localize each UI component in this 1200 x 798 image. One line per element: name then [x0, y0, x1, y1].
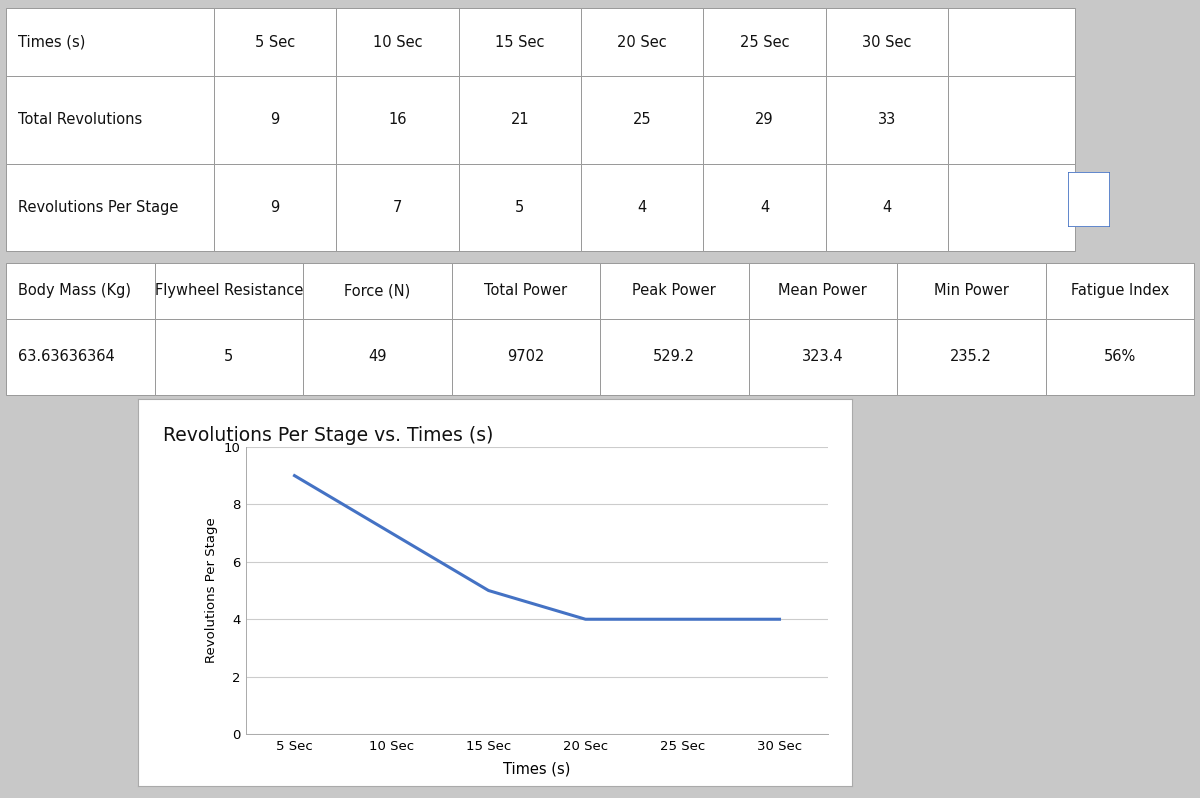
- Bar: [749, 318, 898, 395]
- Text: 16: 16: [388, 113, 407, 128]
- Bar: [214, 164, 336, 251]
- Text: 29: 29: [755, 113, 774, 128]
- Text: Total Power: Total Power: [484, 283, 568, 298]
- Text: 529.2: 529.2: [653, 350, 695, 365]
- Bar: [581, 8, 703, 76]
- Bar: [898, 318, 1045, 395]
- Text: 4: 4: [760, 200, 769, 215]
- Bar: [948, 8, 1075, 76]
- Text: Flywheel Resistance: Flywheel Resistance: [155, 283, 302, 298]
- Bar: [948, 164, 1075, 251]
- Bar: [336, 164, 458, 251]
- Text: 56%: 56%: [1104, 350, 1136, 365]
- Bar: [214, 8, 336, 76]
- Bar: [600, 263, 749, 318]
- Bar: [302, 263, 451, 318]
- Text: Body Mass (Kg): Body Mass (Kg): [18, 283, 131, 298]
- Text: 4: 4: [637, 200, 647, 215]
- Text: Force (N): Force (N): [344, 283, 410, 298]
- Bar: [898, 263, 1045, 318]
- Bar: [451, 318, 600, 395]
- Bar: [155, 318, 302, 395]
- Text: Total Revolutions: Total Revolutions: [18, 113, 142, 128]
- Bar: [336, 76, 458, 164]
- Bar: [1045, 318, 1194, 395]
- Bar: [581, 76, 703, 164]
- Text: 25 Sec: 25 Sec: [739, 34, 790, 49]
- Text: 20 Sec: 20 Sec: [617, 34, 667, 49]
- Text: Revolutions Per Stage: Revolutions Per Stage: [18, 200, 179, 215]
- Bar: [458, 164, 581, 251]
- Text: 21: 21: [510, 113, 529, 128]
- Bar: [6, 8, 214, 76]
- Text: 10 Sec: 10 Sec: [373, 34, 422, 49]
- Text: 15 Sec: 15 Sec: [496, 34, 545, 49]
- Bar: [458, 76, 581, 164]
- Bar: [6, 318, 155, 395]
- Bar: [6, 263, 155, 318]
- Text: 4: 4: [882, 200, 892, 215]
- Bar: [302, 318, 451, 395]
- Bar: [826, 76, 948, 164]
- Text: 9: 9: [270, 200, 280, 215]
- Text: Fatigue Index: Fatigue Index: [1070, 283, 1169, 298]
- Bar: [155, 263, 302, 318]
- Text: 9702: 9702: [508, 350, 545, 365]
- Bar: [6, 164, 214, 251]
- Text: Min Power: Min Power: [934, 283, 1009, 298]
- Bar: [703, 8, 826, 76]
- Text: 235.2: 235.2: [950, 350, 992, 365]
- Text: Peak Power: Peak Power: [632, 283, 716, 298]
- Text: 25: 25: [632, 113, 652, 128]
- Bar: [6, 76, 214, 164]
- Bar: [600, 318, 749, 395]
- Bar: [703, 76, 826, 164]
- Text: 7: 7: [392, 200, 402, 215]
- Text: 5: 5: [515, 200, 524, 215]
- Bar: [948, 76, 1075, 164]
- Bar: [458, 8, 581, 76]
- Bar: [336, 8, 458, 76]
- Text: 9: 9: [270, 113, 280, 128]
- Text: Times (s): Times (s): [18, 34, 85, 49]
- Bar: [1045, 263, 1194, 318]
- Bar: [749, 263, 898, 318]
- Text: Revolutions Per Stage vs. Times (s): Revolutions Per Stage vs. Times (s): [163, 426, 493, 445]
- Bar: [703, 164, 826, 251]
- Text: 33: 33: [877, 113, 896, 128]
- Bar: [451, 263, 600, 318]
- Text: 323.4: 323.4: [802, 350, 844, 365]
- Text: 5: 5: [224, 350, 233, 365]
- Y-axis label: Revolutions Per Stage: Revolutions Per Stage: [205, 518, 218, 663]
- Bar: [826, 164, 948, 251]
- Text: 63.63636364: 63.63636364: [18, 350, 115, 365]
- Text: 49: 49: [368, 350, 386, 365]
- Bar: [214, 76, 336, 164]
- Text: 30 Sec: 30 Sec: [862, 34, 912, 49]
- Bar: [581, 164, 703, 251]
- Bar: [826, 8, 948, 76]
- Text: Mean Power: Mean Power: [779, 283, 868, 298]
- Text: 5 Sec: 5 Sec: [254, 34, 295, 49]
- X-axis label: Times (s): Times (s): [503, 761, 571, 776]
